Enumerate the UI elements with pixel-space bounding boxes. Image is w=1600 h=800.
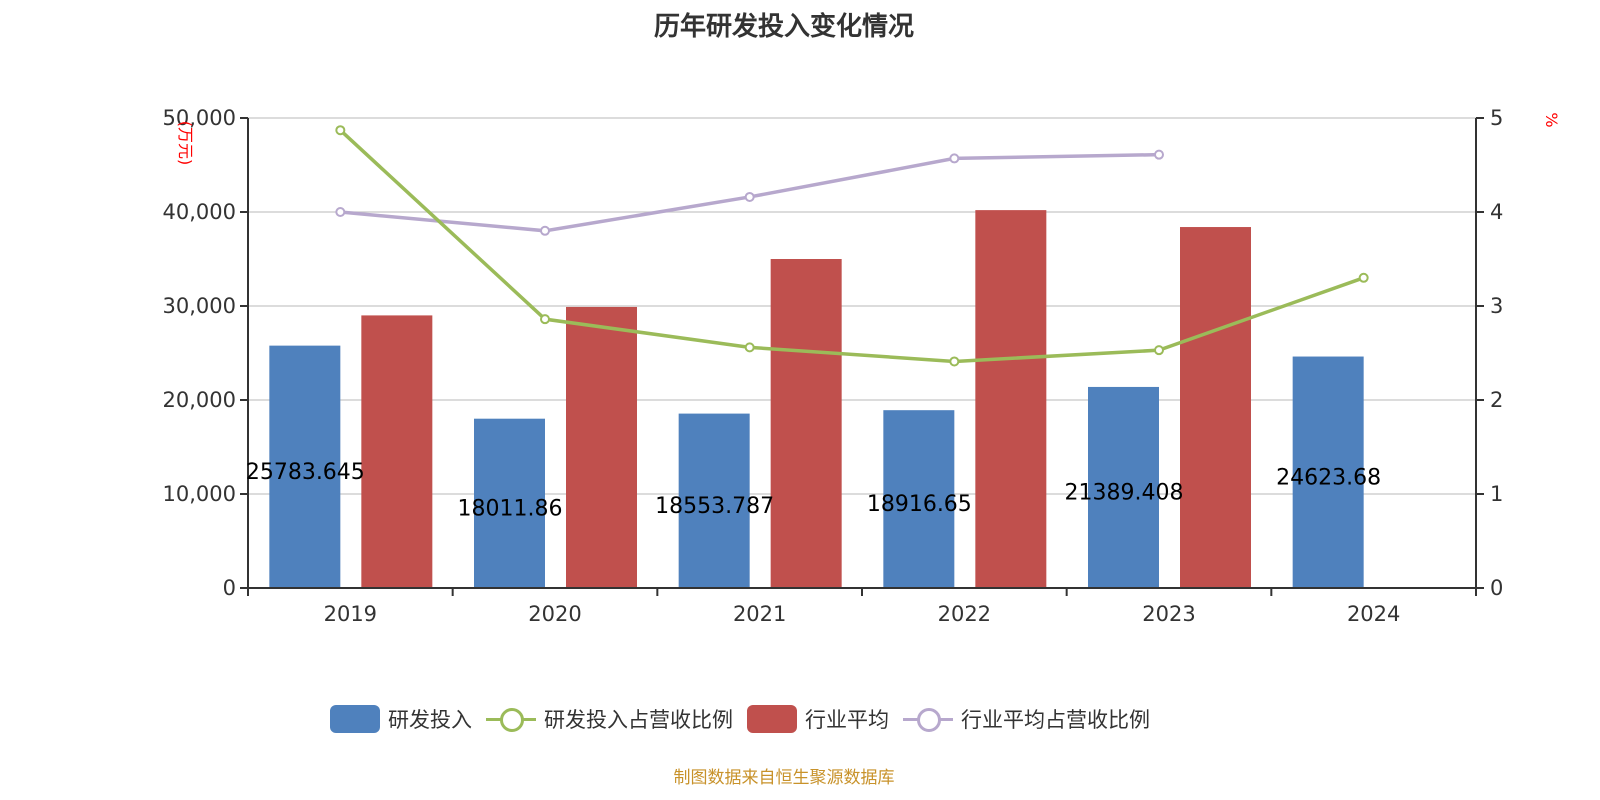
legend-label: 研发投入: [388, 708, 472, 732]
y-left-tick-label: 0: [223, 576, 236, 600]
data-label: 25783.645: [246, 460, 365, 485]
y-left-tick-label: 20,000: [163, 388, 236, 412]
bar-industry: [975, 210, 1047, 588]
bar-rd: [474, 418, 545, 588]
data-label: 21389.408: [1065, 480, 1184, 505]
legend-label: 行业平均占营收比例: [961, 708, 1150, 732]
bar-industry: [361, 315, 433, 588]
bar-industry: [1180, 227, 1251, 589]
line-point: [540, 314, 550, 325]
line-point: [540, 225, 550, 236]
line-point: [744, 191, 755, 202]
data-label: 18553.787: [655, 494, 774, 519]
y-right-axis-label: %: [1542, 112, 1561, 127]
data-label: 18916.65: [867, 492, 972, 517]
bar-rd: [1292, 356, 1364, 588]
y-right-tick-label: 2: [1490, 388, 1503, 412]
legend-label: 行业平均: [805, 708, 889, 732]
bar-industry: [770, 259, 842, 588]
legend-item-rd[interactable]: 研发投入: [330, 704, 472, 734]
y-left-tick-label: 50,000: [163, 106, 236, 130]
y-left-tick-label: 40,000: [163, 200, 236, 224]
y-right-tick-label: 1: [1490, 482, 1503, 506]
source-note: 制图数据来自恒生聚源数据库: [673, 768, 895, 788]
bar-rd: [269, 345, 341, 588]
bar-rd: [883, 410, 955, 588]
line-point: [335, 125, 346, 136]
line-point: [1358, 272, 1369, 283]
y-left-tick-label: 10,000: [163, 482, 236, 506]
y-right-tick-label: 3: [1490, 294, 1503, 318]
y-left-tick-label: 30,000: [163, 294, 236, 318]
y-right-tick-label: 0: [1490, 576, 1503, 600]
legend-item-rd-ratio[interactable]: 研发投入占营收比例: [486, 704, 733, 734]
legend-label: 研发投入占营收比例: [544, 708, 733, 732]
line-point: [744, 342, 755, 353]
x-tick-label: 2021: [733, 602, 786, 626]
chart-title: 历年研发投入变化情况: [653, 12, 914, 42]
line-point: [335, 207, 346, 217]
line-point: [1154, 345, 1164, 356]
y-right-tick-label: 5: [1490, 106, 1503, 130]
legend-item-industry-ratio[interactable]: 行业平均占营收比例: [903, 704, 1150, 734]
x-tick-label: 2019: [324, 602, 377, 626]
y-left-axis-label: (万元): [176, 121, 195, 166]
legend-swatch: [330, 705, 380, 733]
bar-rd: [678, 413, 750, 588]
legend-line-marker: [486, 705, 536, 733]
x-tick-label: 2023: [1142, 602, 1195, 626]
line-point: [949, 356, 960, 367]
line-point: [1154, 149, 1164, 160]
x-tick-label: 2024: [1347, 602, 1400, 626]
data-label: 24623.68: [1276, 465, 1381, 490]
legend-swatch: [747, 705, 797, 733]
legend-line-marker: [903, 705, 953, 733]
x-tick-label: 2022: [938, 602, 991, 626]
bar-rd: [1088, 386, 1159, 588]
data-label: 18011.86: [458, 496, 563, 521]
x-tick-label: 2020: [528, 602, 581, 626]
y-right-tick-label: 4: [1490, 200, 1503, 224]
line-point: [949, 153, 960, 164]
line-series: [339, 128, 1365, 364]
bar-industry: [566, 306, 637, 588]
legend: 研发投入 研发投入占营收比例 行业平均 行业平均占营收比例: [330, 704, 1164, 734]
legend-item-industry[interactable]: 行业平均: [747, 704, 889, 734]
